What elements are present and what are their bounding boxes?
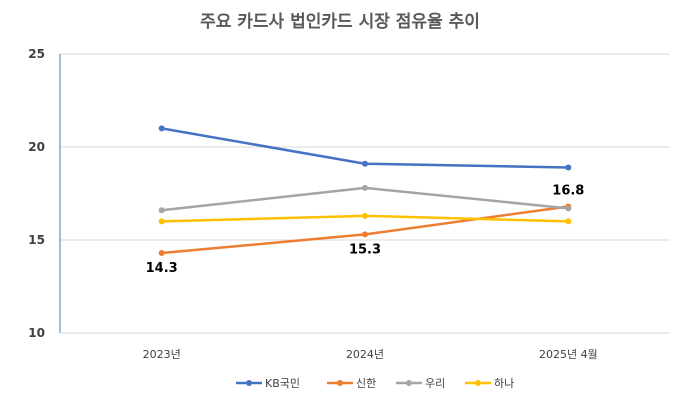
data-point: [158, 218, 165, 225]
data-label: 15.3: [349, 242, 381, 257]
data-point: [565, 205, 572, 212]
data-label: 14.3: [146, 261, 178, 276]
data-point: [362, 184, 368, 191]
legend-label: KB국민: [265, 377, 300, 390]
legend-swatch-marker: [246, 380, 252, 386]
legend-swatch-marker: [475, 380, 481, 386]
axes: 10 15 20 25 2023년 2024년 2025년 4월: [28, 47, 670, 361]
legend-label: 우리: [425, 377, 445, 390]
y-tick-label: 20: [28, 140, 45, 154]
y-tick-label: 15: [28, 233, 45, 247]
x-tick-label: 2025년 4월: [539, 348, 598, 361]
data-label: 16.8: [552, 184, 584, 199]
data-point: [362, 160, 368, 167]
legend-swatch-marker: [337, 380, 343, 386]
data-point: [158, 250, 165, 257]
legend: KB국민 신한 우리 하나: [236, 376, 514, 390]
data-point: [362, 212, 368, 219]
y-tick-label: 25: [28, 47, 45, 61]
data-labels: 14.3 15.3 16.8: [146, 184, 585, 276]
legend-label: 하나: [494, 376, 514, 390]
chart-title: 주요 카드사 법인카드 시장 점유율 추이: [200, 12, 480, 32]
data-point: [158, 125, 165, 132]
x-tick-label: 2023년: [143, 348, 181, 361]
data-point: [565, 218, 572, 225]
series-group: [158, 125, 572, 257]
legend-label: 신한: [356, 377, 376, 390]
data-point: [362, 231, 368, 238]
data-point: [565, 164, 572, 171]
grid-lines: [60, 53, 670, 241]
y-tick-label: 10: [28, 326, 45, 340]
data-point: [158, 207, 165, 214]
series-line-2: [161, 186, 569, 212]
legend-swatch-marker: [406, 380, 412, 386]
x-tick-label: 2024년: [346, 348, 384, 361]
